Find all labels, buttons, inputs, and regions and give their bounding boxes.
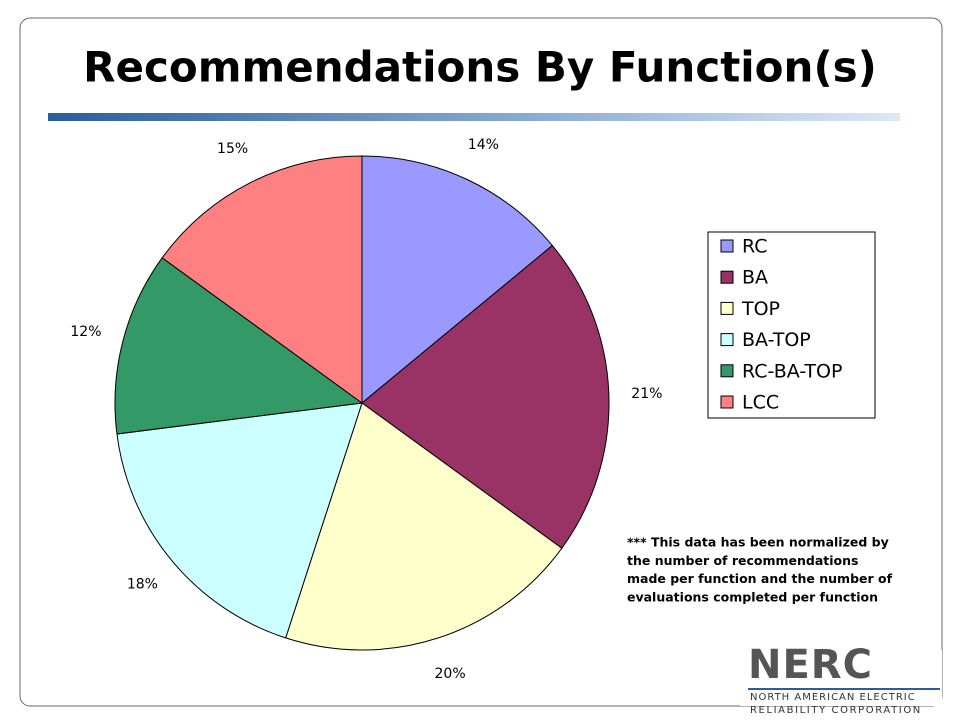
legend-swatch <box>720 239 734 253</box>
legend-label: TOP <box>741 298 780 320</box>
logo-bg <box>740 650 942 706</box>
legend-label: RC <box>742 236 768 258</box>
logo-line: RELIABILITY CORPORATION <box>750 705 922 716</box>
legend-swatch <box>720 395 734 409</box>
legend-label: LCC <box>742 392 779 414</box>
slice-label: 21% <box>631 386 662 402</box>
slice-label: 15% <box>217 141 248 157</box>
logo-name: NERC <box>748 642 873 688</box>
pie-slice <box>361 244 610 549</box>
pie-slice <box>285 402 563 651</box>
slice-label: 12% <box>70 324 101 340</box>
legend-swatch <box>720 301 734 315</box>
slice-label: 18% <box>127 577 158 593</box>
legend-label: BA-TOP <box>742 329 811 351</box>
note-line: *** This data has been normalized by <box>627 535 889 550</box>
legend-swatch <box>720 270 734 284</box>
legend-swatch <box>720 364 734 378</box>
pie-slice <box>361 155 554 405</box>
note-line: the number of recommendations <box>627 553 858 568</box>
pie-slice <box>116 402 363 639</box>
note-line: evaluations completed per function <box>627 589 878 604</box>
legend-swatch <box>720 333 734 347</box>
legend-label: BA <box>742 267 768 289</box>
chart-title: Recommendations By Function(s) <box>83 43 877 92</box>
title-rule <box>48 113 900 121</box>
note-line: made per function and the number of <box>627 571 893 586</box>
legend-label: RC-BA-TOP <box>742 360 842 382</box>
logo-rule <box>748 688 940 690</box>
pie-slice <box>114 257 364 435</box>
logo-line: NORTH AMERICAN ELECTRIC <box>750 692 916 703</box>
legend-box <box>707 231 876 419</box>
pie-slice <box>161 155 363 404</box>
slice-label: 20% <box>435 666 466 682</box>
slice-label: 14% <box>468 137 499 153</box>
